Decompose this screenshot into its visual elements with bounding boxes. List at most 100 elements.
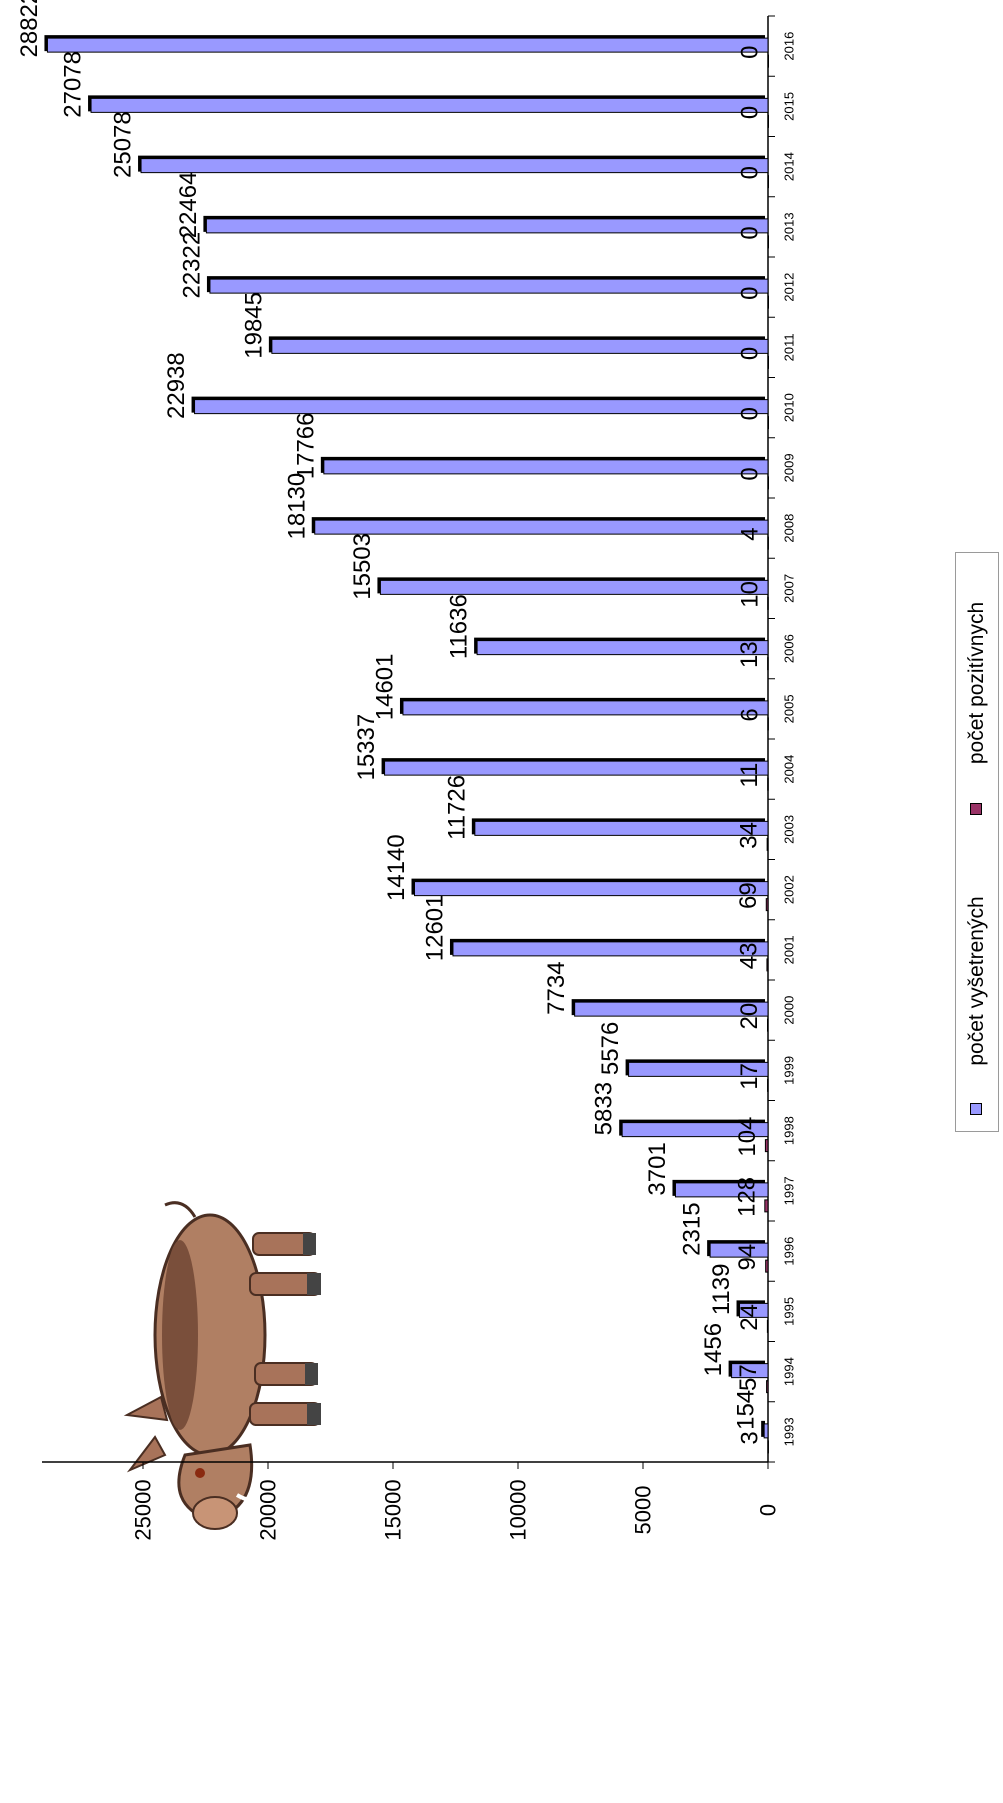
bar-series-1 (90, 97, 769, 113)
bar-series-1 (323, 459, 769, 475)
data-label-series-1: 28822 (16, 0, 43, 57)
data-label-series-2: 0 (737, 45, 764, 58)
data-label-series-2: 3 (736, 1431, 763, 1444)
data-label-series-2: 0 (737, 347, 764, 360)
data-label-series-2: 0 (737, 467, 764, 480)
bar-series-1 (574, 1001, 769, 1017)
bar-series-2 (766, 837, 769, 851)
bar-series-1 (384, 760, 769, 776)
data-label-series-1: 14601 (371, 654, 398, 721)
category-label: 2013 (782, 212, 797, 241)
bar-series-2 (767, 355, 769, 369)
category-label: 2010 (782, 393, 797, 422)
data-label-series-1: 19845 (240, 292, 267, 359)
category-label: 1994 (782, 1357, 797, 1386)
legend-swatch-series-1 (970, 1103, 982, 1115)
category-label: 2006 (782, 634, 797, 663)
data-label-series-2: 0 (737, 407, 764, 420)
category-label: 2002 (782, 875, 797, 904)
bar-series-2 (767, 717, 769, 731)
bar-series-1 (709, 1242, 769, 1258)
legend-item-series-1: počet vyšetrených (956, 853, 998, 1131)
bar-series-1-shadow (761, 1420, 765, 1437)
value-tick-label: 10000 (506, 1479, 531, 1540)
category-label: 2011 (782, 333, 797, 361)
data-label-series-2: 24 (736, 1304, 763, 1331)
legend-label-series-1: počet vyšetrených (965, 896, 988, 1066)
bar-series-2 (767, 596, 769, 610)
data-label-series-2: 104 (734, 1117, 761, 1157)
data-label-series-1: 2315 (679, 1202, 706, 1255)
data-label-series-2: 34 (736, 822, 763, 849)
category-label: 2016 (782, 32, 797, 61)
bar-series-2 (766, 958, 769, 972)
bar-series-1 (314, 519, 769, 535)
data-label-series-1: 5833 (591, 1082, 618, 1135)
legend: počet vyšetrených počet pozitívnych (955, 552, 999, 1132)
data-label-series-2: 4 (736, 527, 763, 540)
data-label-series-1: 1456 (700, 1323, 727, 1376)
data-label-series-1: 11636 (446, 594, 473, 659)
value-tick-label: 25000 (131, 1479, 156, 1540)
data-label-series-1: 22464 (175, 172, 202, 239)
bar-series-2 (767, 114, 769, 128)
data-label-series-1: 3701 (644, 1142, 671, 1195)
category-label: 2012 (782, 273, 797, 302)
bar-series-1 (621, 1122, 769, 1138)
bar-series-2 (767, 416, 769, 430)
data-label-series-1: 7734 (543, 961, 570, 1014)
bar-series-1 (414, 881, 769, 897)
category-label: 2005 (782, 694, 797, 723)
bar-series-1 (763, 1423, 769, 1439)
data-label-series-1: 1139 (708, 1264, 735, 1316)
category-label: 2000 (782, 996, 797, 1025)
bar-series-2 (767, 235, 769, 249)
data-label-series-1: 18130 (283, 473, 310, 540)
bar-series-1 (209, 278, 769, 294)
bar-series-1 (379, 579, 769, 595)
bar-series-2 (767, 657, 769, 671)
wild-boar-icon (123, 1201, 321, 1530)
bar-series-1 (205, 218, 769, 234)
data-label-series-2: 0 (737, 106, 764, 119)
bar-series-2 (767, 1018, 769, 1032)
bar-series-1 (739, 1302, 769, 1318)
bar-series-2 (764, 1139, 769, 1153)
bar-series-1 (140, 158, 769, 174)
data-labels: 1543145657113924231594370112858331045576… (16, 0, 764, 1445)
data-label-series-1: 27078 (60, 51, 87, 118)
data-label-series-1: 15337 (353, 714, 380, 781)
data-label-series-2: 20 (736, 1003, 763, 1030)
data-label-series-2: 57 (735, 1364, 762, 1391)
bar-series-2 (767, 295, 769, 309)
category-label: 1993 (782, 1417, 797, 1446)
category-label: 1995 (782, 1297, 797, 1326)
data-label-series-1: 12601 (421, 895, 448, 962)
category-label: 2008 (782, 514, 797, 543)
bar-series-2 (767, 536, 769, 550)
data-label-series-2: 43 (735, 943, 762, 970)
data-label-series-2: 0 (737, 286, 764, 299)
data-label-series-1: 11726 (443, 775, 470, 840)
bar-series-1 (194, 399, 769, 415)
category-label: 1999 (782, 1056, 797, 1085)
bar-series-1 (476, 640, 769, 656)
legend-item-series-2: počet pozitívnych (956, 553, 998, 853)
bar-series-2 (764, 1199, 769, 1213)
value-tick-label: 0 (756, 1504, 781, 1516)
category-label: 2015 (782, 92, 797, 121)
bar-series-1 (674, 1182, 769, 1198)
bar-series-2 (767, 175, 769, 189)
category-label: 2001 (782, 935, 797, 964)
bar-series-2 (766, 1319, 769, 1333)
bar-series-2 (767, 777, 769, 791)
data-label-series-2: 13 (736, 641, 763, 668)
category-label: 1996 (782, 1237, 797, 1266)
data-label-series-1: 14140 (383, 834, 410, 901)
bar-series-1 (402, 700, 769, 716)
data-label-series-2: 69 (735, 882, 762, 909)
value-tick-label: 5000 (631, 1486, 656, 1535)
value-tick-label: 20000 (256, 1479, 281, 1540)
data-label-series-1: 17766 (292, 413, 319, 480)
